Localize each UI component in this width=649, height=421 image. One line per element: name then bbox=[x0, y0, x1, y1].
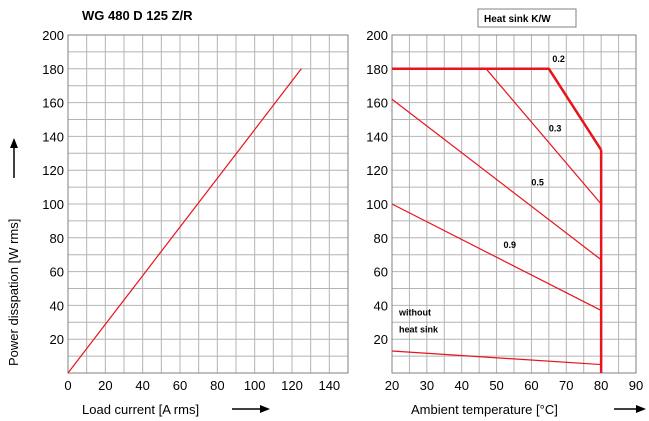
right-series-line bbox=[391, 98, 602, 261]
right-y-tick-label: 200 bbox=[366, 28, 388, 43]
series-annotation-label: heat sink bbox=[399, 324, 439, 334]
left-chart-x-axis-label: Load current [A rms] bbox=[82, 402, 199, 417]
series-annotation-label: 0.3 bbox=[549, 123, 562, 133]
right-x-tick-label: 90 bbox=[629, 378, 643, 393]
left-plot-frame bbox=[67, 34, 349, 374]
left-y-tick-label: 100 bbox=[42, 197, 64, 212]
left-x-tick-label: 20 bbox=[98, 378, 112, 393]
left-chart-series bbox=[67, 68, 302, 374]
right-chart-x-axis-label: Ambient temperature [°C] bbox=[411, 402, 558, 417]
left-y-tick-label: 60 bbox=[50, 265, 64, 280]
left-x-tick-label: 40 bbox=[135, 378, 149, 393]
right-x-tick-label: 20 bbox=[385, 378, 399, 393]
right-x-tick-label: 40 bbox=[454, 378, 468, 393]
right-series-line bbox=[391, 350, 602, 366]
left-y-tick-label: 140 bbox=[42, 129, 64, 144]
left-series-line bbox=[67, 68, 302, 374]
right-x-tick-label: 30 bbox=[420, 378, 434, 393]
left-y-tick-label: 120 bbox=[42, 163, 64, 178]
left-y-tick-label: 160 bbox=[42, 96, 64, 111]
left-y-tick-label: 40 bbox=[50, 298, 64, 313]
right-chart-annotations: 0.2 0.3 0.5 0.9 without heat sink bbox=[398, 54, 565, 334]
left-y-tick-label: 200 bbox=[42, 28, 64, 43]
left-x-tick-label: 120 bbox=[281, 378, 303, 393]
left-chart-grid bbox=[67, 34, 349, 374]
right-y-tick-label: 40 bbox=[374, 298, 388, 313]
left-y-tick-label: 180 bbox=[42, 62, 64, 77]
series-annotation-label: without bbox=[398, 308, 431, 318]
right-x-tick-label: 60 bbox=[524, 378, 538, 393]
right-y-tick-label: 80 bbox=[374, 231, 388, 246]
right-x-tick-label: 50 bbox=[489, 378, 503, 393]
right-chart-ticks: 20 30 40 50 60 70 80 90 20 40 60 80 100 120 140 160 180 2… bbox=[366, 28, 643, 393]
right-x-tick-label: 70 bbox=[559, 378, 573, 393]
right-x-tick-label: 80 bbox=[594, 378, 608, 393]
left-x-arrow-icon bbox=[232, 405, 270, 413]
right-y-tick-label: 160 bbox=[366, 96, 388, 111]
right-y-tick-label: 120 bbox=[366, 163, 388, 178]
left-chart-title: WG 480 D 125 Z/R bbox=[82, 8, 193, 23]
right-series-line bbox=[485, 68, 602, 205]
series-annotation-label: 0.5 bbox=[531, 177, 544, 187]
right-x-arrow-icon bbox=[614, 405, 646, 413]
left-y-arrow-icon bbox=[10, 138, 18, 178]
right-y-tick-label: 180 bbox=[366, 62, 388, 77]
left-x-tick-label: 0 bbox=[64, 378, 71, 393]
left-y-tick-label: 20 bbox=[50, 332, 64, 347]
right-y-tick-label: 20 bbox=[374, 332, 388, 347]
right-chart-grid bbox=[391, 34, 637, 374]
left-y-tick-label: 80 bbox=[50, 231, 64, 246]
left-x-tick-label: 140 bbox=[318, 378, 340, 393]
left-chart-y-axis-label: Power disspation [W rms] bbox=[6, 219, 21, 366]
left-x-tick-label: 80 bbox=[210, 378, 224, 393]
left-chart-ticks: 0 20 40 60 80 100 120 140 20 40 60 80 100 120 140 160 18… bbox=[42, 28, 340, 393]
right-chart-title: Heat sink K/W bbox=[484, 14, 551, 25]
series-annotation-label: 0.2 bbox=[552, 54, 565, 64]
series-annotation-label: 0.9 bbox=[504, 240, 517, 250]
left-x-tick-label: 60 bbox=[173, 378, 187, 393]
right-y-tick-label: 100 bbox=[366, 197, 388, 212]
right-chart-title-box bbox=[477, 8, 577, 28]
right-series-line bbox=[391, 203, 602, 312]
right-series-line bbox=[392, 67, 603, 151]
right-y-tick-label: 140 bbox=[366, 129, 388, 144]
left-x-tick-label: 100 bbox=[244, 378, 266, 393]
right-chart-series bbox=[391, 67, 603, 373]
right-y-tick-label: 60 bbox=[374, 265, 388, 280]
